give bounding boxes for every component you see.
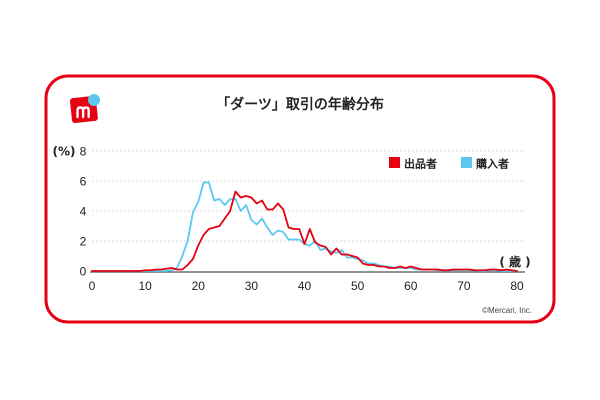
legend-label-sellers: 出品者	[404, 157, 437, 171]
grid	[92, 150, 525, 242]
legend-label-buyers: 購入者	[475, 157, 509, 171]
legend: 出品者 購入者	[389, 157, 509, 171]
x-axis-label: ( 歳 )	[499, 254, 530, 269]
y-tick-label: 6	[80, 175, 87, 189]
x-tick-label: 50	[351, 279, 365, 293]
logo-dot	[88, 94, 100, 106]
logo-m-mark	[76, 106, 90, 119]
seller-line	[91, 190, 518, 272]
chart-frame	[44, 74, 556, 324]
x-tick-label: 60	[404, 279, 418, 293]
x-tick-label: 10	[138, 279, 152, 293]
chart-title: 「ダーツ」取引の年齢分布	[216, 96, 384, 113]
x-tick-label: 40	[298, 279, 312, 293]
x-tick-label: 70	[457, 279, 471, 293]
mercari-logo-icon	[70, 94, 100, 123]
series-lines	[91, 181, 518, 272]
y-axis-label: (%)	[53, 145, 76, 159]
x-tick-label: 20	[192, 279, 206, 293]
legend-swatch-buyers	[461, 157, 472, 168]
y-tick-label: 4	[80, 205, 87, 219]
x-tick-label: 0	[89, 279, 96, 293]
legend-swatch-sellers	[389, 157, 400, 168]
x-tick-label: 80	[510, 279, 524, 293]
y-tick-label: 2	[80, 235, 87, 249]
copyright-notice: ©Mercari, Inc.	[482, 306, 532, 315]
y-tick-label: 8	[80, 145, 87, 159]
y-tick-label: 0	[80, 265, 87, 279]
x-tick-label: 30	[245, 279, 259, 293]
